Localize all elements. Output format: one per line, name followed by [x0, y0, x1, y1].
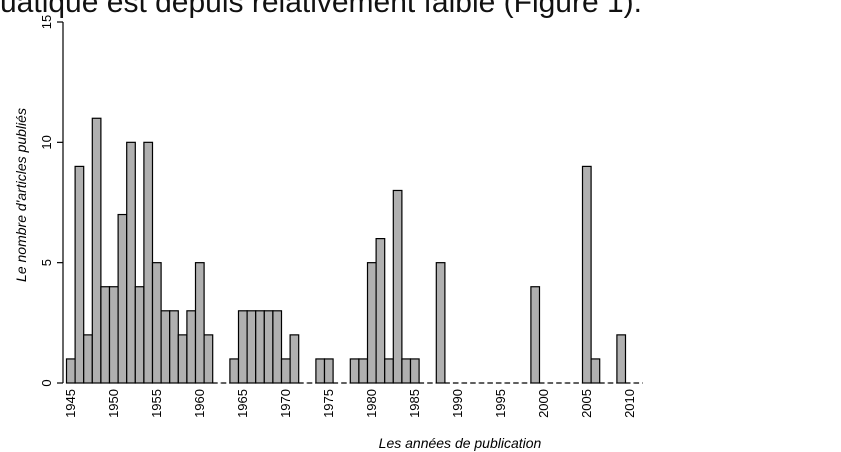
bar — [134, 286, 145, 384]
bar — [203, 334, 214, 384]
bar — [246, 310, 257, 384]
bar — [255, 310, 265, 384]
bar — [358, 358, 369, 384]
bar — [83, 334, 93, 384]
x-tick-label: 2000 — [536, 389, 551, 418]
bar — [126, 141, 136, 384]
x-tick-label: 2010 — [622, 389, 637, 418]
bar — [401, 358, 412, 384]
x-tick-label: 1990 — [450, 389, 465, 418]
x-tick-label: 1975 — [321, 389, 336, 418]
bar — [616, 334, 627, 384]
bar — [435, 262, 446, 384]
axes — [57, 21, 64, 384]
x-tick-label: 1950 — [106, 389, 121, 418]
bar — [74, 165, 85, 384]
y-tick-label: 15 — [39, 15, 54, 29]
bar — [91, 117, 102, 384]
x-tick-label: 2005 — [579, 389, 594, 418]
bar — [160, 310, 171, 384]
y-tick-label: 10 — [39, 135, 54, 149]
bar — [108, 286, 119, 384]
bar — [169, 310, 179, 384]
bar — [143, 141, 154, 384]
x-tick-label: 1955 — [149, 389, 164, 418]
bar — [409, 358, 420, 384]
x-tick-label: 1960 — [192, 389, 207, 418]
x-tick-labels: 1945 1950 1955 1960 1965 1970 1975 1980 1985 1990… — [63, 389, 637, 418]
bar — [237, 310, 248, 384]
bar — [186, 310, 197, 384]
bar — [272, 310, 283, 384]
bar — [581, 165, 592, 384]
bar — [263, 310, 274, 384]
y-tick-label: 0 — [39, 379, 54, 386]
y-tick-label: 5 — [39, 259, 54, 266]
x-tick-label: 1945 — [63, 389, 78, 418]
x-tick-label: 1985 — [407, 389, 422, 418]
bar — [177, 334, 188, 384]
bar — [229, 358, 240, 384]
bar — [151, 262, 162, 384]
y-axis-title: Le nombre d'articles publiés — [13, 108, 29, 282]
bar — [366, 262, 377, 384]
bar — [315, 358, 326, 384]
x-tick-label: 1965 — [235, 389, 250, 418]
bar — [117, 213, 128, 384]
bar — [280, 358, 291, 384]
bar — [375, 238, 386, 384]
bar — [100, 286, 111, 384]
bar — [65, 358, 76, 384]
bar — [530, 286, 541, 384]
x-axis-title: Les années de publication — [379, 435, 542, 451]
bar — [590, 358, 601, 384]
bar — [392, 189, 403, 384]
bar — [194, 262, 205, 384]
bar — [323, 358, 334, 384]
bar — [384, 358, 394, 384]
x-tick-label: 1980 — [364, 389, 379, 418]
preceding-text-line: uatique est depuis relativement faible (… — [0, 0, 643, 19]
x-tick-label: 1970 — [278, 389, 293, 418]
bar — [349, 358, 360, 384]
y-tick-labels: 0 5 10 15 — [39, 15, 54, 387]
bars-group — [65, 117, 627, 384]
x-tick-label: 1995 — [493, 389, 508, 418]
bar — [289, 334, 300, 384]
